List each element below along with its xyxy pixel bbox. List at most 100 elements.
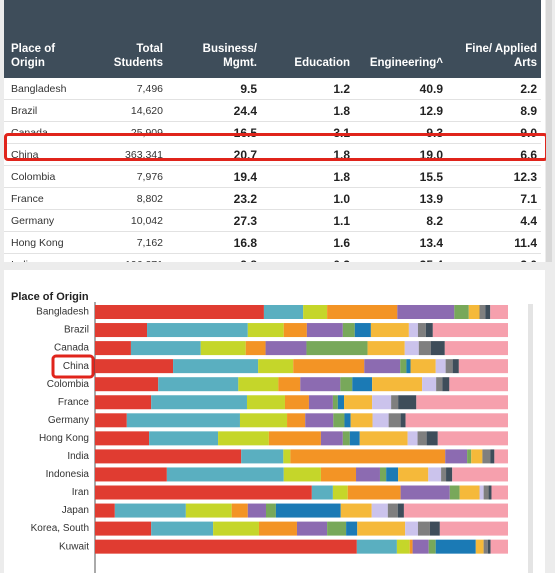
table-cell: Colombia bbox=[4, 165, 94, 188]
table-cell: 1.0 bbox=[261, 187, 354, 210]
table-cell: Bangladesh bbox=[4, 78, 94, 100]
bar-segment bbox=[409, 539, 413, 554]
table-cell: 9.8 bbox=[167, 253, 261, 262]
bar-segment bbox=[485, 305, 491, 319]
bar-segment bbox=[346, 521, 358, 536]
table-cell: 9.5 bbox=[167, 78, 261, 100]
y-tick-label: China bbox=[63, 361, 90, 372]
table-row: France 8,802 23.2 1.0 13.9 7.1 bbox=[4, 187, 541, 210]
bar-segment bbox=[247, 503, 266, 518]
bar-segment bbox=[491, 485, 508, 500]
bar-segment bbox=[95, 431, 150, 446]
bar-segment bbox=[95, 359, 174, 374]
header-row: Place of Origin Total Students Business/ M… bbox=[4, 0, 541, 78]
bar-segment bbox=[337, 395, 345, 410]
bar-segment bbox=[439, 521, 508, 536]
bar-segment bbox=[490, 449, 495, 464]
bar-segment bbox=[247, 323, 284, 338]
bar-segment bbox=[342, 431, 350, 446]
bar-segment bbox=[425, 323, 433, 338]
bar-segment bbox=[483, 485, 489, 500]
bar-segment bbox=[426, 431, 438, 446]
bar-segment bbox=[311, 485, 333, 500]
bar-segment bbox=[483, 539, 488, 554]
bar-segment bbox=[417, 431, 427, 446]
column-header: Fine/ Applied Arts bbox=[447, 0, 541, 78]
bar-segment bbox=[149, 431, 219, 446]
highlight-box bbox=[51, 354, 95, 379]
table-cell: 13.9 bbox=[354, 187, 447, 210]
bar-segment bbox=[490, 305, 508, 319]
bar-segment bbox=[405, 413, 508, 428]
table-cell: 15.5 bbox=[354, 165, 447, 188]
chart-title: Place of Origin bbox=[11, 291, 89, 303]
bar-segment bbox=[371, 503, 388, 518]
table-row: Brazil 14,620 24.4 1.8 12.9 8.9 bbox=[4, 99, 541, 122]
bar-segment bbox=[404, 341, 419, 356]
bar-segment bbox=[418, 341, 431, 356]
bar-segment bbox=[200, 341, 246, 356]
bar-segment bbox=[332, 485, 348, 500]
table-cell: France bbox=[4, 187, 94, 210]
bar-segment bbox=[265, 341, 307, 356]
column-header: Engineering^ bbox=[354, 0, 447, 78]
bar-segment bbox=[303, 305, 328, 319]
bar-segment bbox=[400, 359, 407, 374]
bar-segment bbox=[95, 341, 131, 356]
bar-segment bbox=[268, 431, 321, 446]
table-cell: 9.0 bbox=[447, 121, 541, 144]
table-cell: 2.2 bbox=[447, 78, 541, 100]
bar-segment bbox=[386, 467, 399, 482]
bar-segment bbox=[293, 359, 365, 374]
y-tick-label: Brazil bbox=[64, 325, 89, 336]
bar-segment bbox=[400, 413, 406, 428]
bar-segment bbox=[458, 359, 508, 374]
table-cell: 11.4 bbox=[447, 231, 541, 254]
bar-segment bbox=[95, 485, 312, 500]
column-header: Education bbox=[261, 0, 354, 78]
bar-segment bbox=[430, 341, 445, 356]
bar-segment bbox=[296, 521, 328, 536]
y-tick-label: India bbox=[67, 451, 89, 462]
bar-segment bbox=[352, 377, 373, 392]
bar-segment bbox=[327, 521, 347, 536]
bar-segment bbox=[147, 323, 248, 338]
table-row: Canada 25,909 16.5 3.1 9.3 9.0 bbox=[4, 121, 541, 144]
bar-segment bbox=[151, 521, 214, 536]
bar-segment bbox=[488, 485, 492, 500]
bar-segment bbox=[372, 377, 423, 392]
bar-segment bbox=[410, 359, 436, 374]
column-header: Business/ Mgmt. bbox=[167, 0, 261, 78]
table-cell: India bbox=[4, 253, 94, 262]
table-panel: Place of Origin Total Students Business/ M… bbox=[4, 0, 545, 262]
bar-segment bbox=[213, 521, 259, 536]
bar-segment bbox=[432, 323, 508, 338]
bar-segment bbox=[327, 305, 398, 319]
table-cell: 16.8 bbox=[167, 231, 261, 254]
table-cell: 1.2 bbox=[261, 78, 354, 100]
bar-segment bbox=[356, 467, 380, 482]
bar-segment bbox=[370, 323, 409, 338]
table-cell: 0.3 bbox=[261, 253, 354, 262]
bar-segment bbox=[238, 377, 279, 392]
bar-segment bbox=[449, 485, 460, 500]
bar-segment bbox=[340, 377, 353, 392]
table-cell: 10,042 bbox=[94, 209, 167, 232]
y-tick-label: Hong Kong bbox=[39, 433, 89, 444]
bar-segment bbox=[95, 449, 242, 464]
table-cell: 196,271 bbox=[94, 253, 167, 262]
bar-segment bbox=[349, 431, 360, 446]
table-cell: 12.9 bbox=[354, 99, 447, 122]
bar-segment bbox=[479, 305, 486, 319]
bar-segment bbox=[400, 485, 450, 500]
bar-segment bbox=[126, 413, 240, 428]
bar-segment bbox=[284, 395, 309, 410]
table-row: Bangladesh 7,496 9.5 1.2 40.9 2.2 bbox=[4, 78, 541, 100]
bar-segment bbox=[344, 413, 351, 428]
bar-segment bbox=[265, 503, 276, 518]
bar-segment bbox=[398, 395, 417, 410]
bar-segment bbox=[405, 521, 418, 536]
table-cell: 13.4 bbox=[354, 231, 447, 254]
bar-segment bbox=[158, 377, 239, 392]
table-row: Germany 10,042 27.3 1.1 8.2 4.4 bbox=[4, 209, 541, 232]
